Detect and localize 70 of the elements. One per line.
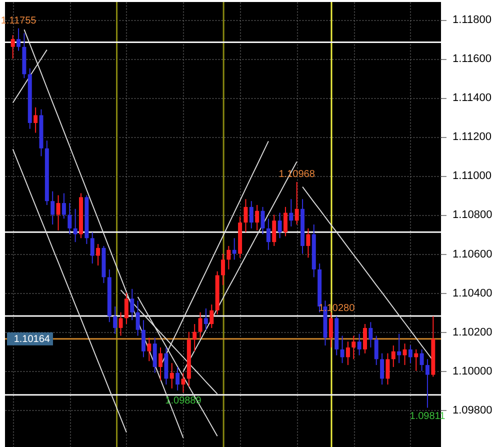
y-tick-label: 1.11000 (452, 170, 492, 182)
candlestick (113, 306, 118, 334)
candlestick (249, 200, 254, 229)
candlestick (130, 288, 134, 321)
candlestick (374, 335, 378, 366)
candlestick (68, 202, 72, 235)
candlestick (244, 198, 248, 233)
candlestick (226, 245, 231, 270)
candlestick (408, 345, 412, 364)
candlestick (210, 304, 214, 328)
line-series (12, 148, 127, 433)
candlestick (136, 300, 140, 336)
candlestick (204, 308, 208, 330)
candlestick (198, 312, 202, 338)
candlestick (158, 346, 163, 382)
candlestick (152, 337, 157, 374)
candlestick (402, 343, 407, 366)
candlestick (425, 358, 430, 408)
y-tick-label: 1.10600 (452, 248, 492, 260)
candlestick (62, 192, 66, 220)
candlestick (294, 181, 299, 225)
candlestick (420, 348, 424, 372)
candlestick (266, 218, 270, 250)
candlestick (56, 194, 60, 231)
candlestick (283, 206, 288, 237)
y-tick-label: 1.10200 (452, 326, 492, 338)
candlestick (181, 372, 186, 394)
candlestick (386, 352, 390, 386)
candlestick (363, 324, 367, 354)
candlestick (414, 348, 418, 372)
candlestick (124, 292, 128, 325)
candlestick (10, 34, 15, 60)
candlestick (118, 312, 123, 336)
y-tick-label: 1.10800 (452, 209, 492, 222)
candlestick (289, 198, 294, 227)
candlestick (221, 253, 225, 286)
candlestick (346, 341, 350, 366)
candlestick (272, 214, 276, 246)
candlestick (357, 333, 362, 356)
candlestick (16, 28, 21, 52)
candlestick (368, 322, 373, 348)
candlestick (255, 204, 260, 231)
candlestick (278, 212, 282, 239)
candlestick (306, 228, 310, 258)
candlestick (380, 352, 384, 386)
ref-line-label: 1.10164 (14, 334, 50, 345)
candlestick (50, 190, 55, 225)
candlestick (192, 324, 197, 352)
y-tick-label: 1.11600 (452, 53, 492, 66)
candlestick (90, 232, 94, 264)
y-tick-label: 1.11400 (452, 92, 492, 104)
y-tick-label: 1.11200 (452, 131, 492, 144)
y-tick-label: 1.09800 (452, 404, 492, 416)
candlestick (328, 312, 333, 348)
candlestick (397, 333, 402, 364)
candlestick (170, 362, 174, 389)
candlestick (96, 244, 100, 266)
y-tick-label: 1.11800 (452, 14, 492, 26)
candlestick (141, 320, 146, 358)
candlestick (232, 238, 236, 260)
y-tick-label: 1.10000 (452, 365, 492, 378)
candlestick (352, 335, 356, 360)
candlestick (34, 106, 38, 134)
candlestick (340, 335, 344, 364)
y-tick-label: 1.10400 (452, 287, 492, 300)
candlestick (73, 208, 78, 243)
candlestick (147, 337, 152, 362)
candlestick (391, 345, 396, 368)
candlestick (176, 366, 180, 391)
candlestick (260, 206, 265, 235)
